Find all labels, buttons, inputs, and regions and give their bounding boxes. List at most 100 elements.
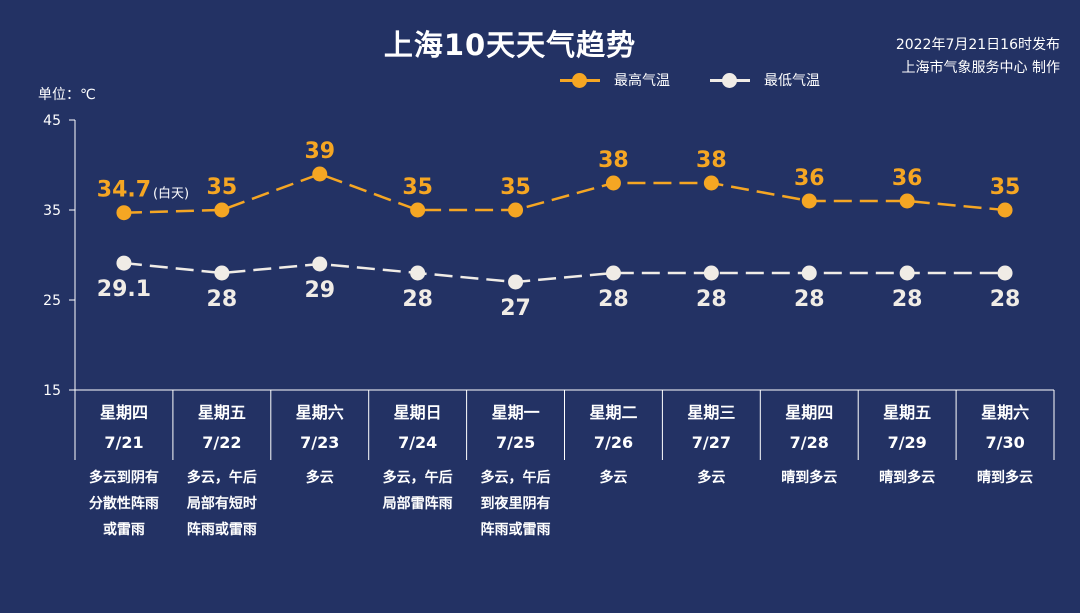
high-data-label: 34.7 [97,178,151,203]
low-point [410,265,426,281]
day-column: 星期二 7/26 [565,392,663,454]
low-point [605,265,621,281]
weekday-label: 星期日 [393,403,442,422]
publish-info: 2022年7月21日16时发布 上海市气象服务中心 制作 [896,34,1060,80]
page-title: 上海10天天气趋势 [383,28,637,62]
date-label: 7/23 [300,433,340,452]
weather-line: 多云 [697,470,726,486]
day-column: 星期六 7/23 [271,392,369,454]
low-point [116,255,132,271]
day-column: 星期一 7/25 [467,392,565,454]
low-data-label: 28 [990,287,1021,312]
date-label: 7/30 [985,433,1025,452]
date-label: 7/24 [398,433,438,452]
high-point [116,205,132,221]
low-data-label: 27 [500,296,531,321]
low-point [312,256,328,272]
weather-line: 多云，午后 [382,470,453,486]
y-tick-label: 45 [43,113,61,129]
weekday-label: 星期六 [981,403,1030,422]
low-point [899,265,915,281]
low-data-label: 28 [696,287,727,312]
low-data-label: 28 [892,287,923,312]
low-data-label: 29 [304,278,335,303]
high-data-label: 35 [990,175,1021,200]
low-point [508,274,524,290]
weather-line: 多云到阴有 [88,470,159,486]
legend-high-label: 最高气温 [614,73,670,89]
annotation-label: (白天) [153,186,189,202]
high-data-label: 35 [402,175,433,200]
high-data-label: 38 [598,148,629,173]
weather-line: 多云，午后 [480,470,551,486]
low-point [997,265,1013,281]
weather-line: 晴到多云 [977,470,1034,486]
weekday-label: 星期五 [197,403,246,422]
y-tick-label: 35 [43,203,61,219]
day-column: 星期五 7/22 [173,392,271,454]
weather-description: 晴到多云 [862,465,952,491]
weather-description: 多云到阴有 分散性阵雨 或雷雨 [79,465,169,543]
low-data-label: 28 [207,287,238,312]
legend-item-high[interactable]: 最高气温 [560,70,670,90]
date-label: 7/29 [887,433,927,452]
weather-description: 多云 [666,465,756,491]
high-point [214,202,230,218]
weather-description: 多云，午后局部雷阵雨 [373,465,463,517]
day-column: 星期六 7/30 [956,392,1054,454]
high-point [899,193,915,209]
weather-description: 多云，午后到夜里阴有阵雨或雷雨 [471,465,561,543]
date-label: 7/22 [202,433,242,452]
weather-description: 多云 [275,465,365,491]
weather-line: 阵雨或雷雨 [480,522,551,538]
low-data-label: 28 [402,287,433,312]
low-data-label: 29.1 [97,277,151,302]
low-data-label: 28 [598,287,629,312]
y-tick-label: 15 [43,383,61,399]
weather-line: 晴到多云 [781,470,838,486]
high-point [508,202,524,218]
day-column: 星期四 7/21 [75,392,173,454]
weather-line: 阵雨或雷雨 [186,522,257,538]
weekday-label: 星期一 [491,403,540,422]
high-series-line [123,172,1006,214]
publish-time: 2022年7月21日16时发布 [895,37,1060,53]
date-label: 7/28 [789,433,829,452]
day-column: 星期四 7/28 [760,392,858,454]
weather-line: 到夜里阴有 [480,496,551,512]
weather-line: 多云 [305,470,334,486]
high-point [605,175,621,191]
weather-line: 晴到多云 [879,470,936,486]
publisher: 上海市气象服务中心 制作 [901,60,1060,76]
y-axis-unit: 单位：℃ [38,87,96,103]
weather-line: 局部雷阵雨 [382,496,453,512]
legend-item-low[interactable]: 最低气温 [710,70,820,90]
weekday-label: 星期六 [295,403,344,422]
weekday-label: 星期四 [785,403,834,422]
high-data-label: 39 [304,139,335,164]
legend-high-swatch [560,72,600,88]
weather-description: 晴到多云 [764,465,854,491]
high-data-label: 35 [207,175,238,200]
weather-description: 多云，午后 局部有短时 阵雨或雷雨 [177,465,267,543]
high-point [410,202,426,218]
y-tick-label: 25 [43,293,61,309]
low-point [214,265,230,281]
low-series-line [123,261,1006,284]
legend-low-label: 最低气温 [764,73,820,89]
weekday-label: 星期四 [99,403,148,422]
low-point [703,265,719,281]
date-label: 7/27 [691,433,732,452]
weather-line: 多云，午后 [186,470,257,486]
high-data-label: 38 [696,148,727,173]
weekday-label: 星期五 [883,403,932,422]
high-point [801,193,817,209]
day-column: 星期日 7/24 [369,392,467,454]
day-column: 星期三 7/27 [662,392,760,454]
low-point [801,265,817,281]
day-column: 星期五 7/29 [858,392,956,454]
legend-low-swatch [710,72,750,88]
weather-description: 多云 [568,465,658,491]
date-label: 7/26 [593,433,634,452]
